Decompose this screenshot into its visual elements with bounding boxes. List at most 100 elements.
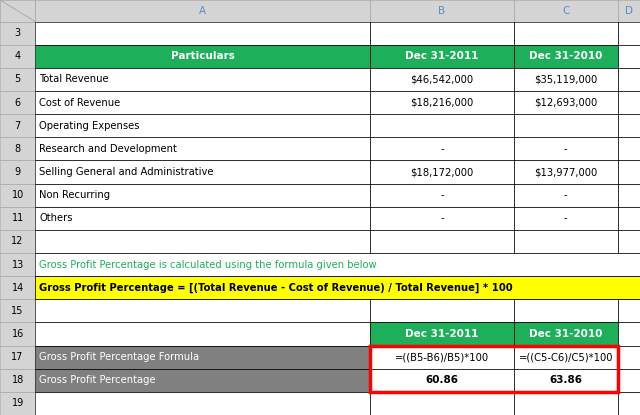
Bar [618,346,640,369]
Text: =((B5-B6)/B5)*100: =((B5-B6)/B5)*100 [395,352,489,362]
Text: Gross Profit Percentage = [(Total Revenue - Cost of Revenue) / Total Revenue] * : Gross Profit Percentage = [(Total Revenu… [39,283,513,293]
Text: Gross Profit Percentage: Gross Profit Percentage [39,375,156,385]
Bar [514,346,618,369]
Text: 11: 11 [12,213,24,223]
Text: 12: 12 [12,237,24,247]
Bar [370,0,514,22]
Text: 13: 13 [12,259,24,270]
Text: -: - [564,144,568,154]
Bar [514,207,618,230]
Bar [514,91,618,114]
Bar [618,0,640,22]
Text: 7: 7 [15,121,20,131]
Bar [0,253,35,276]
Bar [35,0,370,22]
Text: $46,542,000: $46,542,000 [410,74,474,84]
Text: -: - [564,190,568,200]
Bar [0,114,35,137]
Bar [35,276,640,299]
Text: B: B [438,6,445,16]
Bar [618,114,640,137]
Bar [370,45,514,68]
Bar [0,0,35,22]
Text: 19: 19 [12,398,24,408]
Bar [370,346,514,369]
Text: 3: 3 [15,28,20,38]
Bar [370,137,514,161]
Bar [0,299,35,322]
Bar [35,183,370,207]
Bar [618,322,640,346]
Bar [370,68,514,91]
Bar [35,230,370,253]
Text: 6: 6 [15,98,20,107]
Bar [514,299,618,322]
Text: $35,119,000: $35,119,000 [534,74,597,84]
Bar [35,45,370,68]
Bar [370,91,514,114]
Bar [35,91,370,114]
Text: -: - [564,213,568,223]
Text: 18: 18 [12,375,24,385]
Bar [618,161,640,183]
Bar [370,22,514,45]
Text: Others: Others [39,213,72,223]
Text: -: - [440,190,444,200]
Text: Selling General and Administrative: Selling General and Administrative [39,167,214,177]
Bar [0,392,35,415]
Text: Dec 31-2011: Dec 31-2011 [405,329,479,339]
Bar [618,183,640,207]
Text: Cost of Revenue: Cost of Revenue [39,98,120,107]
Bar [35,137,370,161]
Text: 8: 8 [15,144,20,154]
Text: 10: 10 [12,190,24,200]
Text: 9: 9 [15,167,20,177]
Text: -: - [440,213,444,223]
Bar [0,207,35,230]
Bar [35,369,370,392]
Bar [0,45,35,68]
Text: A: A [199,6,206,16]
Bar [0,322,35,346]
Bar [0,161,35,183]
Text: 60.86: 60.86 [426,375,458,385]
Bar [514,322,618,346]
Text: Research and Development: Research and Development [39,144,177,154]
Bar [35,253,640,276]
Text: $13,977,000: $13,977,000 [534,167,597,177]
Bar [0,230,35,253]
Text: 15: 15 [12,306,24,316]
Bar [618,22,640,45]
Text: 63.86: 63.86 [549,375,582,385]
Bar [0,68,35,91]
Text: Dec 31-2010: Dec 31-2010 [529,51,602,61]
Bar [0,183,35,207]
Text: Non Recurring: Non Recurring [39,190,110,200]
Bar [35,161,370,183]
Bar [514,22,618,45]
Bar [618,299,640,322]
Text: 16: 16 [12,329,24,339]
Bar [618,392,640,415]
Text: Dec 31-2011: Dec 31-2011 [405,51,479,61]
Bar [618,137,640,161]
Bar [35,22,370,45]
Bar [35,68,370,91]
Text: Gross Profit Percentage is calculated using the formula given below: Gross Profit Percentage is calculated us… [39,259,377,270]
Bar [0,137,35,161]
Text: D: D [625,6,633,16]
Text: =((C5-C6)/C5)*100: =((C5-C6)/C5)*100 [518,352,613,362]
Bar [618,45,640,68]
Bar [0,22,35,45]
Text: 4: 4 [15,51,20,61]
Text: Particulars: Particulars [171,51,234,61]
Text: 5: 5 [15,74,20,84]
Text: Operating Expenses: Operating Expenses [39,121,140,131]
Bar [0,276,35,299]
Bar [370,161,514,183]
Text: 14: 14 [12,283,24,293]
Text: $18,172,000: $18,172,000 [410,167,474,177]
Bar [514,114,618,137]
Bar [618,207,640,230]
Bar [618,369,640,392]
